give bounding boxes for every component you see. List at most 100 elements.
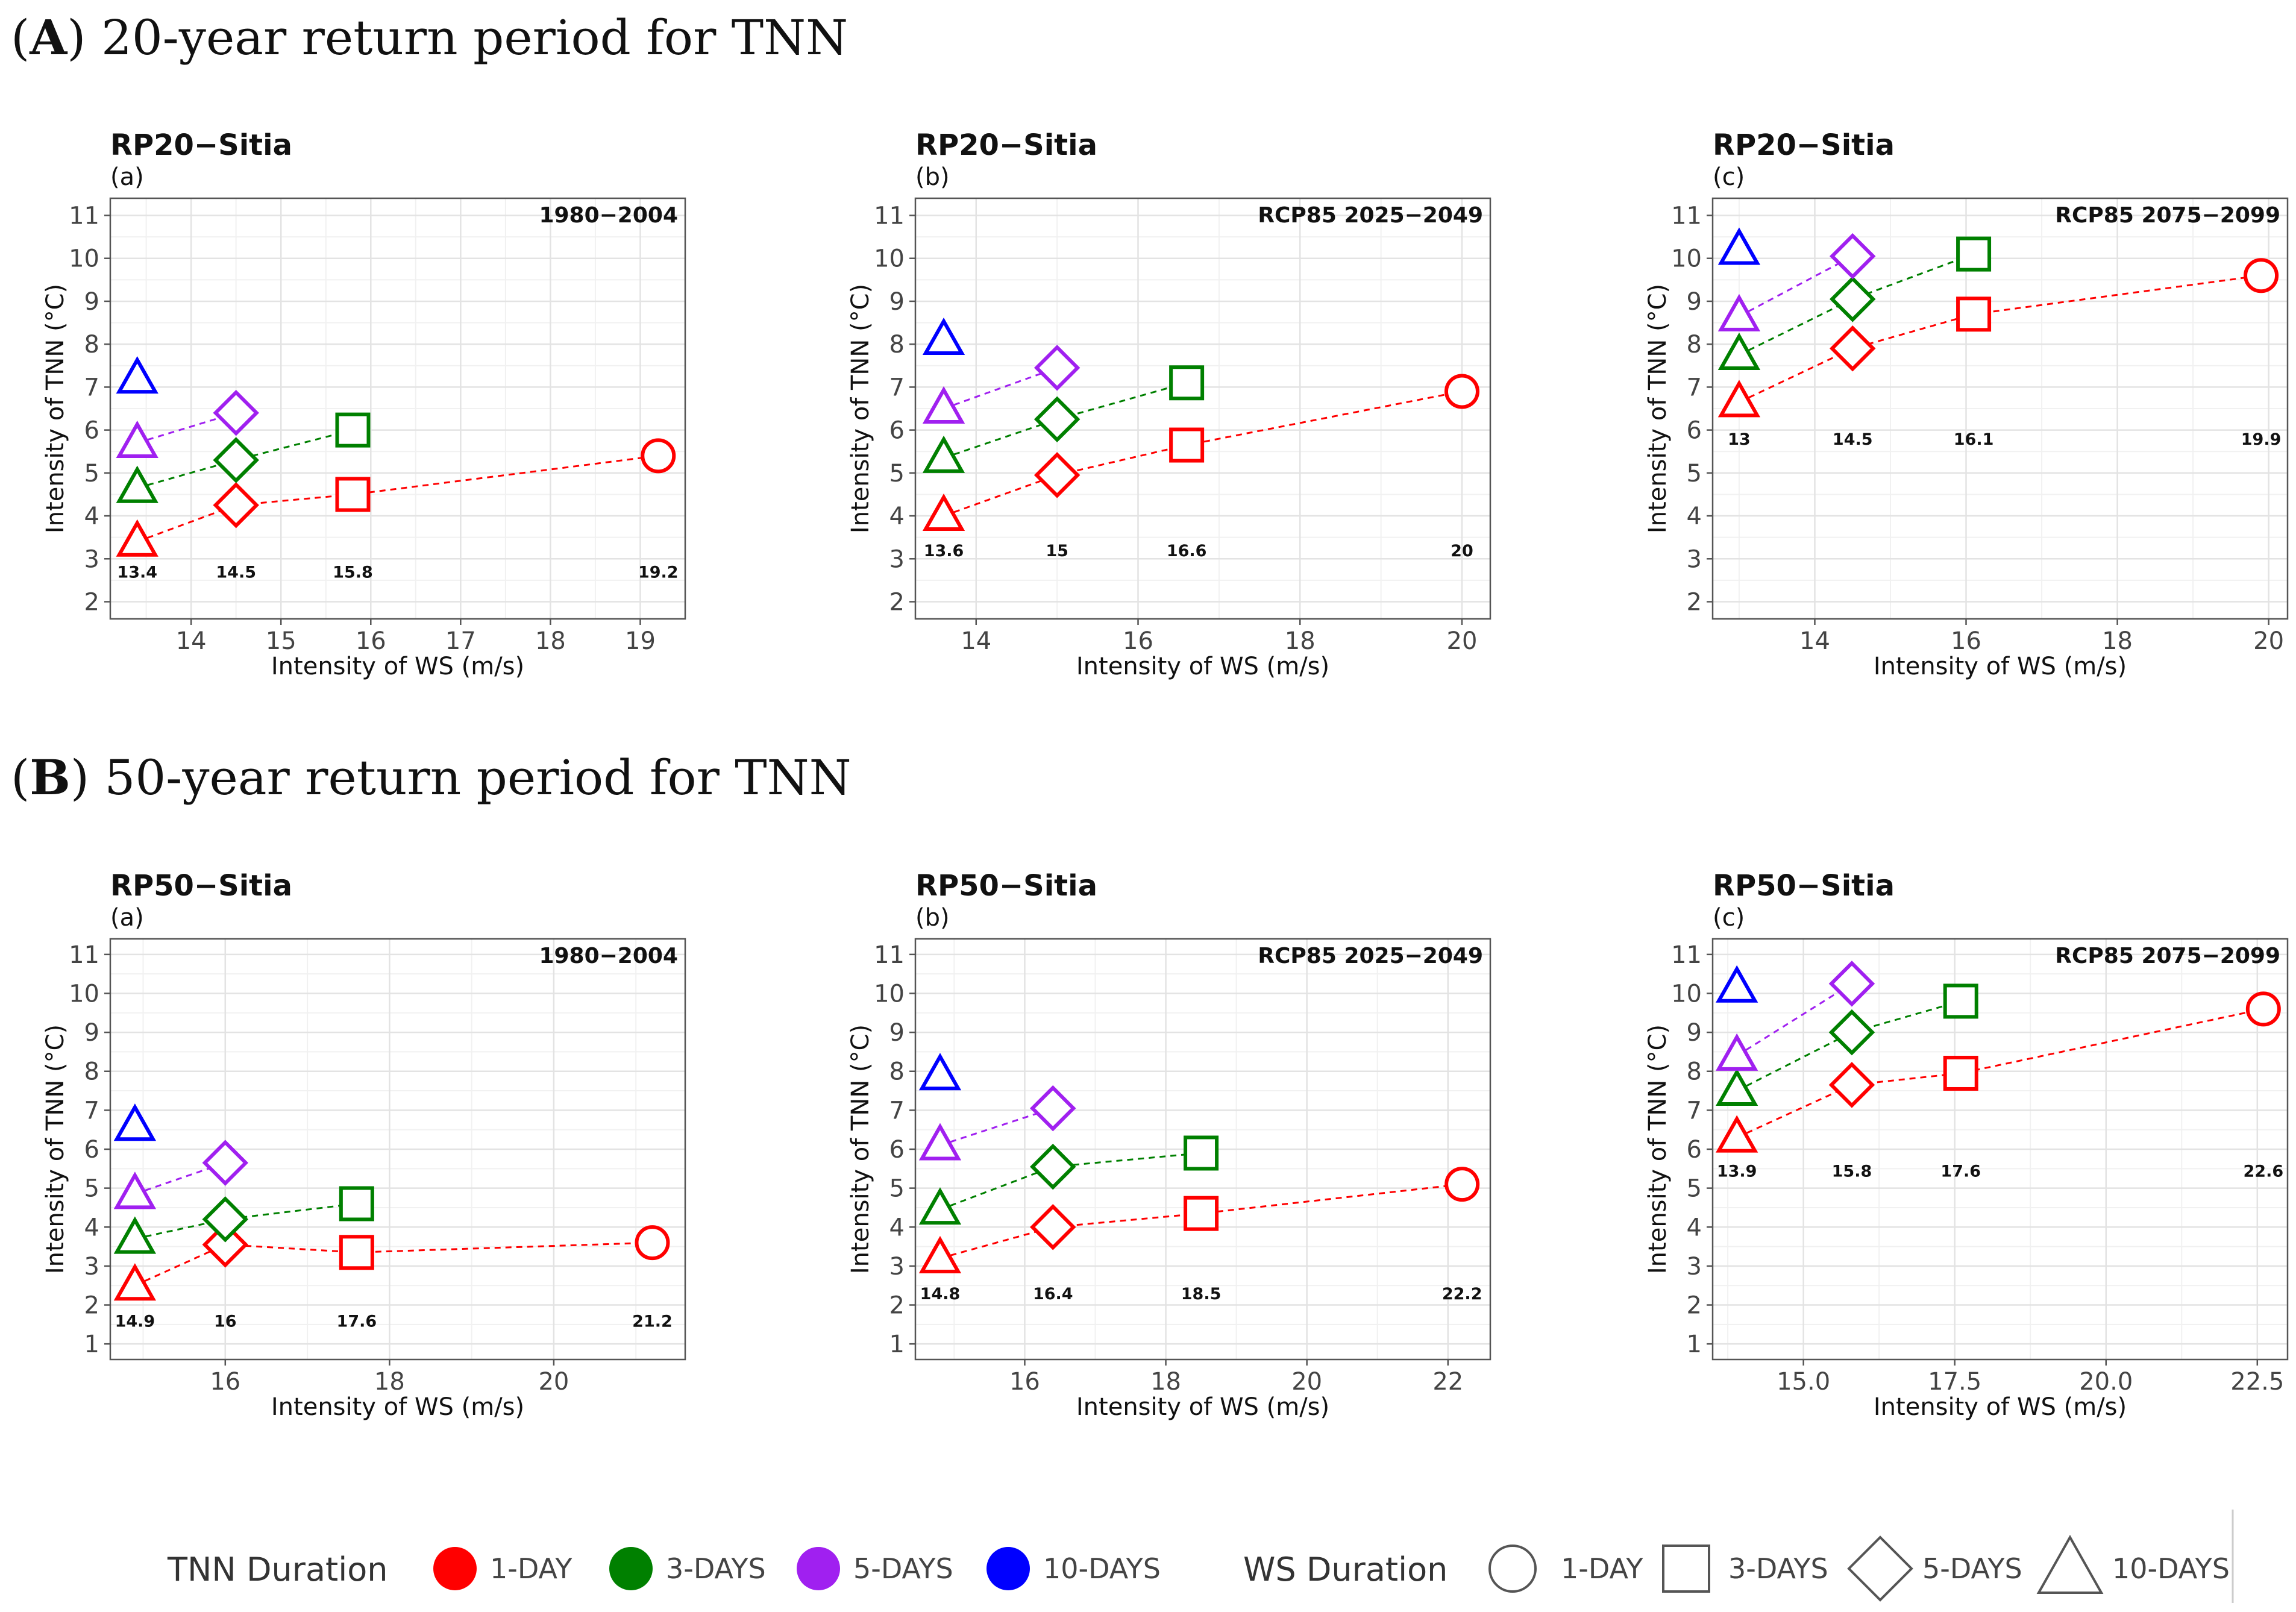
x-tick-label: 18	[2102, 627, 2133, 655]
y-tick-label: 8	[1687, 1058, 1702, 1086]
data-point-5-days-diamond	[1034, 345, 1081, 391]
y-tick-label: 4	[1687, 1214, 1702, 1241]
y-tick-label: 7	[84, 374, 99, 401]
y-tick-label: 10	[874, 980, 905, 1008]
x-tick-label: 20	[1291, 1368, 1322, 1396]
y-tick-label: 7	[889, 1097, 905, 1124]
data-point-1-day-circle	[1444, 374, 1479, 409]
x-tick-label: 16	[1123, 627, 1153, 655]
legend-tnn-swatch	[797, 1547, 840, 1590]
panel-subtitle: (c)	[1713, 904, 1745, 932]
data-point-3-days-square	[335, 412, 371, 448]
plot-border	[914, 938, 1491, 1361]
y-axis-label: Intensity of TNN (°C)	[1644, 1024, 1672, 1274]
data-point-3-days-diamond	[202, 1196, 249, 1243]
x-tick-label: 18	[1285, 627, 1316, 655]
x-tick-label: 16	[1009, 1368, 1040, 1396]
data-point-1-day-square	[1943, 1055, 1978, 1091]
ws-value-label: 22.6	[2244, 1162, 2284, 1181]
legend-tnn-label: 3-DAYS	[666, 1552, 766, 1585]
data-point-10-days-triangle	[1717, 227, 1761, 265]
x-tick-label: 14	[176, 627, 207, 655]
ws-value-label: 21.2	[632, 1312, 673, 1331]
panel-subtitle: (a)	[110, 904, 144, 932]
series-line-1-day	[943, 390, 1463, 517]
series-line-1-day	[134, 1241, 653, 1287]
plot-border	[109, 938, 686, 1361]
y-tick-label: 3	[84, 1253, 99, 1281]
ws-value-label: 13	[1728, 430, 1751, 449]
legend-tnn-swatch	[433, 1547, 477, 1590]
y-tick-label: 10	[69, 980, 99, 1008]
legend-ws-label: 3-DAYS	[1728, 1552, 1828, 1585]
plot-border	[914, 197, 1491, 620]
ws-value-label: 13.9	[1717, 1162, 1757, 1181]
x-tick-label: 16	[356, 627, 386, 655]
x-axis-label: Intensity of WS (m/s)	[271, 1393, 524, 1421]
x-axis-label: Intensity of WS (m/s)	[1874, 653, 2127, 680]
data-point-10-days-triangle	[113, 1103, 157, 1141]
y-axis-label: Intensity of TNN (°C)	[1644, 284, 1672, 533]
ws-value-label: 14.5	[216, 563, 256, 582]
chart-panel: RP50−Sitia(c) 1 2 3 4 5 6 7 8 9 10 11 15.0 17.5 20.0 22…	[1644, 869, 2289, 1421]
data-point-1-day-circle	[1444, 1167, 1480, 1202]
data-point-3-days-triangle	[113, 1216, 157, 1254]
y-tick-label: 11	[69, 202, 99, 230]
x-tick-label: 18	[1150, 1368, 1181, 1396]
data-point-5-days-diamond	[1828, 961, 1875, 1007]
period-label: RCP85 2025−2049	[1258, 203, 1483, 228]
x-tick-label: 22	[1432, 1368, 1463, 1396]
panel-title: RP20−Sitia	[915, 128, 1097, 162]
y-tick-label: 10	[1671, 980, 1702, 1008]
data-point-3-days-square	[1956, 236, 1992, 272]
y-tick-label: 9	[84, 288, 99, 316]
y-tick-label: 9	[889, 288, 905, 316]
data-point-1-day-diamond	[202, 1222, 249, 1268]
period-label: 1980−2004	[539, 203, 678, 228]
data-point-3-days-triangle	[918, 1187, 962, 1225]
x-tick-label: 16	[210, 1368, 240, 1396]
section-b-text: 50-year return period for TNN	[104, 750, 851, 806]
legend-ws-label: 5-DAYS	[1922, 1552, 2022, 1585]
data-point-1-day-diamond	[213, 482, 259, 528]
ws-value-label: 16	[214, 1312, 237, 1331]
y-tick-label: 7	[889, 374, 905, 401]
x-axis-label: Intensity of WS (m/s)	[1874, 1393, 2127, 1421]
data-point-3-days-diamond	[1030, 1143, 1076, 1190]
x-tick-label: 18	[535, 627, 566, 655]
y-axis-label: Intensity of TNN (°C)	[847, 1024, 874, 1274]
x-tick-label: 20.0	[2079, 1368, 2133, 1396]
ws-value-label: 14.5	[1833, 430, 1873, 449]
period-label: 1980−2004	[539, 944, 678, 968]
ws-value-label: 22.2	[1442, 1285, 1482, 1303]
ws-value-label: 15.8	[1832, 1162, 1872, 1181]
data-point-3-days-triangle	[1716, 1068, 1758, 1106]
y-tick-label: 10	[874, 245, 905, 273]
plot-border	[1711, 197, 2289, 620]
data-point-1-day-circle	[2245, 991, 2281, 1027]
panel-title: RP20−Sitia	[1713, 128, 1895, 162]
y-tick-label: 8	[84, 1058, 99, 1086]
data-point-1-day-square	[1169, 427, 1205, 463]
data-point-10-days-triangle	[116, 356, 158, 394]
y-tick-label: 9	[84, 1019, 99, 1047]
period-label: RCP85 2075−2099	[2055, 944, 2280, 968]
y-tick-label: 8	[1687, 331, 1702, 359]
data-point-5-days-triangle	[1717, 293, 1761, 331]
section-b-title: (B) 50-year return period for TNN	[11, 749, 852, 806]
y-tick-label: 4	[889, 503, 905, 530]
panel-title: RP20−Sitia	[110, 128, 292, 162]
data-point-3-days-square	[339, 1186, 374, 1222]
data-point-5-days-triangle	[918, 1123, 962, 1161]
y-tick-label: 1	[889, 1331, 905, 1358]
legend: TNN Duration 1-DAY 3-DAYS 5-DAYS 10-DAYS WS D…	[167, 1510, 2234, 1603]
legend-ws-title: WS Duration	[1243, 1551, 1448, 1588]
legend-ws-diamond-icon	[1847, 1535, 1913, 1602]
data-point-1-day-diamond	[1030, 1204, 1076, 1250]
legend-tnn-swatch	[609, 1547, 653, 1590]
y-tick-label: 11	[874, 941, 905, 969]
y-tick-label: 11	[874, 202, 905, 230]
x-tick-label: 20	[2253, 627, 2284, 655]
data-point-5-days-triangle	[113, 1171, 157, 1209]
plot-border	[1711, 938, 2289, 1361]
